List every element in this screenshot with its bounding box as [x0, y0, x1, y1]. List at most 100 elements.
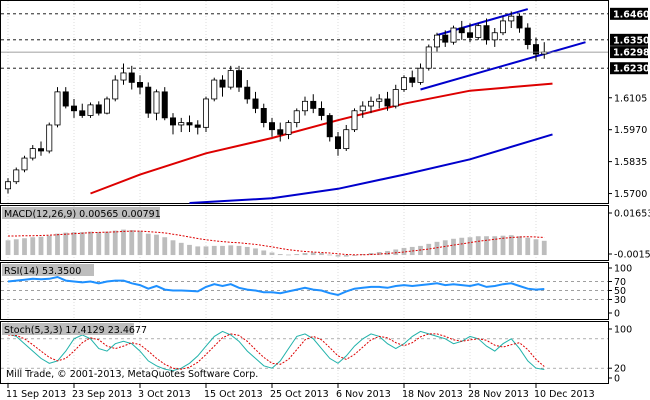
macd-histogram-bar [178, 242, 184, 256]
candle-body [104, 98, 111, 114]
macd-histogram-bar [228, 245, 234, 256]
x-tick-label: 25 Oct 2013 [270, 389, 329, 400]
macd-histogram-bar [55, 233, 60, 256]
macd-histogram-bar [508, 235, 514, 256]
stochastic-panel [0, 321, 609, 384]
x-tick-label: 15 Oct 2013 [204, 389, 263, 400]
macd-label: MACD(12,26,9) 0.00565 0.00791 [4, 209, 161, 220]
macd-histogram-bar [533, 239, 539, 256]
macd-histogram-bar [13, 239, 19, 256]
x-tick-label: 3 Oct 2013 [138, 389, 191, 400]
candle-body [136, 82, 143, 88]
candle-body [13, 169, 20, 183]
macd-histogram-bar [121, 229, 126, 256]
macd-histogram-bar [401, 247, 407, 256]
macd-histogram-bar [352, 255, 357, 256]
macd-histogram-bar [162, 237, 168, 256]
candle-body [458, 27, 465, 34]
macd-histogram-bar [277, 254, 283, 256]
macd-histogram-bar [343, 255, 349, 257]
candle-body [21, 157, 28, 171]
candle-body [120, 72, 127, 81]
macd-histogram-bar [492, 236, 498, 256]
macd-histogram-bar [434, 241, 440, 256]
price-tick-label: 1.5835 [614, 157, 647, 168]
macd-histogram-bar [261, 250, 267, 256]
macd-histogram-bar [467, 237, 473, 256]
candle-body [46, 124, 53, 152]
macd-histogram-bar [360, 254, 366, 256]
macd-histogram-bar [203, 246, 209, 256]
candle-body [400, 77, 407, 90]
macd-histogram-bar [112, 230, 118, 256]
candle-body [343, 129, 350, 150]
candle-body [252, 98, 259, 109]
candle-body [367, 100, 374, 107]
candle-body [293, 110, 300, 124]
candle-body [161, 91, 168, 119]
candle-body [433, 34, 440, 48]
candle-body [442, 34, 449, 43]
candle-body [178, 122, 185, 126]
candle-body [244, 86, 251, 100]
candle-body [277, 129, 284, 135]
price-tick-label: 1.6105 [614, 93, 647, 104]
candle-body [524, 27, 531, 45]
candle-body [169, 117, 176, 126]
macd-histogram-bar [154, 234, 159, 256]
macd-histogram-bar [525, 237, 531, 256]
candle-body [384, 98, 391, 107]
macd-histogram-bar [170, 240, 176, 256]
level-badge [610, 7, 648, 20]
candle-body [145, 86, 152, 114]
macd-histogram-bar [451, 238, 456, 256]
rsi-tick-label: 30 [614, 295, 626, 306]
candle-body [508, 15, 515, 22]
macd-histogram-bar [187, 244, 192, 256]
macd-histogram-bar [253, 248, 258, 256]
candle-body [211, 79, 218, 100]
macd-histogram-bar [385, 250, 390, 256]
rsi-tick-label: 50 [614, 286, 626, 297]
candle-body [128, 72, 135, 83]
macd-histogram-bar [541, 240, 547, 256]
candle-body [112, 79, 119, 100]
x-tick-label: 10 Dec 2013 [534, 389, 595, 400]
candle-body [71, 105, 78, 112]
candle-body [334, 136, 341, 150]
macd-histogram-bar [286, 254, 291, 256]
macd-histogram-bar [236, 245, 242, 256]
stochastic-tick-label: 0 [614, 374, 620, 385]
macd-histogram-bar [220, 245, 225, 256]
candle-body [491, 32, 498, 41]
level-label: 1.6350 [613, 35, 650, 46]
stochastic-label: Stoch(5,3,3) 17.4129 23.4677 [4, 325, 147, 336]
rsi-tick-label: 70 [614, 277, 626, 288]
macd-histogram-bar [426, 243, 432, 256]
candle-body [326, 115, 333, 138]
macd-tick-label: -0.00155 [614, 250, 650, 261]
macd-histogram-bar [327, 254, 333, 256]
macd-histogram-bar [302, 253, 308, 256]
candle-body [79, 110, 86, 116]
macd-panel [0, 205, 609, 261]
candle-body [194, 124, 201, 128]
macd-histogram-bar [145, 233, 151, 256]
level-label: 1.6230 [613, 64, 650, 75]
candle-body [285, 122, 292, 135]
level-label: 1.6460 [613, 9, 650, 20]
macd-histogram-bar [335, 255, 341, 257]
macd-histogram-bar [319, 253, 324, 256]
macd-histogram-bar [195, 246, 201, 256]
rsi-tick-label: 0 [614, 309, 620, 320]
candle-body [301, 100, 308, 112]
price-tick-label: 1.5700 [614, 189, 647, 200]
macd-histogram-bar [96, 232, 102, 256]
candle-body [62, 91, 69, 107]
candle-body [227, 70, 234, 88]
candle-body [318, 108, 325, 116]
macd-histogram-bar [393, 249, 399, 256]
macd-histogram-bar [79, 232, 85, 256]
candle-body [268, 122, 275, 131]
